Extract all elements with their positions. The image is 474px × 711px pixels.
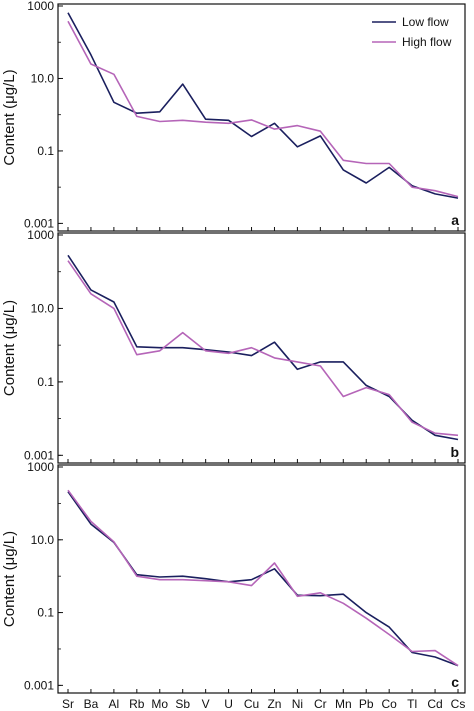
y-axis-label: Content (μg/L) xyxy=(1,69,18,165)
y-axis-label: Content (μg/L) xyxy=(1,300,18,396)
x-tick-label: Cu xyxy=(244,697,259,711)
x-tick-label: Tl xyxy=(407,697,417,711)
y-tick-label: 0.1 xyxy=(37,144,54,158)
plot-frame xyxy=(57,3,466,232)
x-tick-label: Cd xyxy=(427,697,442,711)
y-tick-label: 0.001 xyxy=(24,216,54,230)
y-tick-label: 0.1 xyxy=(37,375,54,389)
series-line-high-flow xyxy=(67,20,459,198)
panel-label: c xyxy=(451,674,459,690)
x-tick-label: Sr xyxy=(62,697,74,711)
plot-frame xyxy=(57,232,466,464)
x-tick-label: Sb xyxy=(175,697,190,711)
x-tick-label: Rb xyxy=(129,697,145,711)
series-line-low-flow xyxy=(67,254,459,441)
panel-label: a xyxy=(451,212,459,228)
chart-panel-b: 1000 10.0 0.1 0.001 Content (μg/L) b xyxy=(1,228,466,464)
x-tick-label: Ni xyxy=(292,697,303,711)
series-line-low-flow xyxy=(67,491,459,667)
x-tick-label: Co xyxy=(382,697,398,711)
x-tick-label: Mo xyxy=(151,697,168,711)
x-tick-label: V xyxy=(202,697,210,711)
y-tick-label: 1000 xyxy=(27,460,54,474)
series-line-high-flow xyxy=(67,489,459,667)
legend-entry: Low flow xyxy=(402,15,449,29)
chart-panel-a: 1000 10.0 0.1 0.001 Content (μg/L) a Low flow H… xyxy=(1,0,466,232)
x-tick-label: Zn xyxy=(267,697,281,711)
x-tick-label: Cr xyxy=(314,697,327,711)
series-line-low-flow xyxy=(67,12,459,199)
chart-panel-c: 1000 10.0 0.1 0.001 Content (μg/L) c xyxy=(1,460,466,694)
y-tick-label: 10.0 xyxy=(31,533,55,547)
x-tick-label: U xyxy=(224,697,233,711)
x-tick-label: Pb xyxy=(359,697,374,711)
legend-entry: High flow xyxy=(402,35,452,49)
x-tick-label: Ba xyxy=(84,697,99,711)
x-axis-labels: Sr Ba Al Rb Mo Sb V U Cu Zn Ni Cr Mn Pb Co Tl Cd Cs xyxy=(62,697,465,711)
y-tick-label: 10.0 xyxy=(31,71,55,85)
y-axis-label: Content (μg/L) xyxy=(1,531,18,627)
y-tick-label: 0.001 xyxy=(24,678,54,692)
y-tick-label: 10.0 xyxy=(31,301,55,315)
y-tick-label: 0.001 xyxy=(24,448,54,462)
x-tick-label: Al xyxy=(109,697,120,711)
panel-label: b xyxy=(450,444,459,460)
y-tick-label: 0.1 xyxy=(37,606,54,620)
y-tick-label: 1000 xyxy=(27,0,54,13)
series-line-high-flow xyxy=(67,260,459,437)
plot-frame xyxy=(57,464,466,694)
x-tick-label: Cs xyxy=(451,697,466,711)
y-tick-label: 1000 xyxy=(27,228,54,242)
x-tick-label: Mn xyxy=(335,697,352,711)
